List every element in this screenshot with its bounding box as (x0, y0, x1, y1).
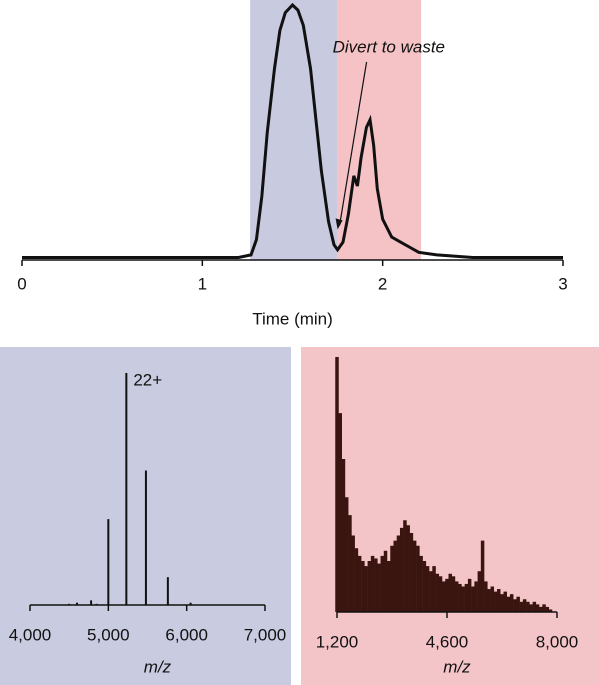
shaded-region (250, 0, 338, 260)
x-tick-label: 1 (198, 274, 207, 293)
annotation-arrow (338, 61, 368, 226)
x-tick-label: 4,600 (426, 632, 469, 651)
x-tick-label: 3 (558, 274, 567, 293)
x-tick-label: 2 (378, 274, 387, 293)
x-tick-label: 0 (17, 274, 26, 293)
x-tick-label: 5,000 (87, 625, 130, 644)
x-tick-label: 7,000 (244, 625, 287, 644)
chromatogram-line (22, 2, 563, 259)
annotation-text: Divert to waste (333, 37, 445, 56)
x-tick-label: 6,000 (165, 625, 208, 644)
x-tick-label: 8,000 (536, 632, 579, 651)
arrow-head (335, 218, 343, 230)
x-tick-label: 4,000 (9, 625, 52, 644)
x-axis-label: m/z (144, 657, 172, 676)
x-tick-label: 1,200 (316, 632, 359, 651)
x-axis-label: m/z (443, 657, 471, 676)
x-axis-label: Time (min) (252, 309, 333, 328)
peak-label: 22+ (133, 370, 162, 389)
shaded-region (337, 0, 422, 260)
